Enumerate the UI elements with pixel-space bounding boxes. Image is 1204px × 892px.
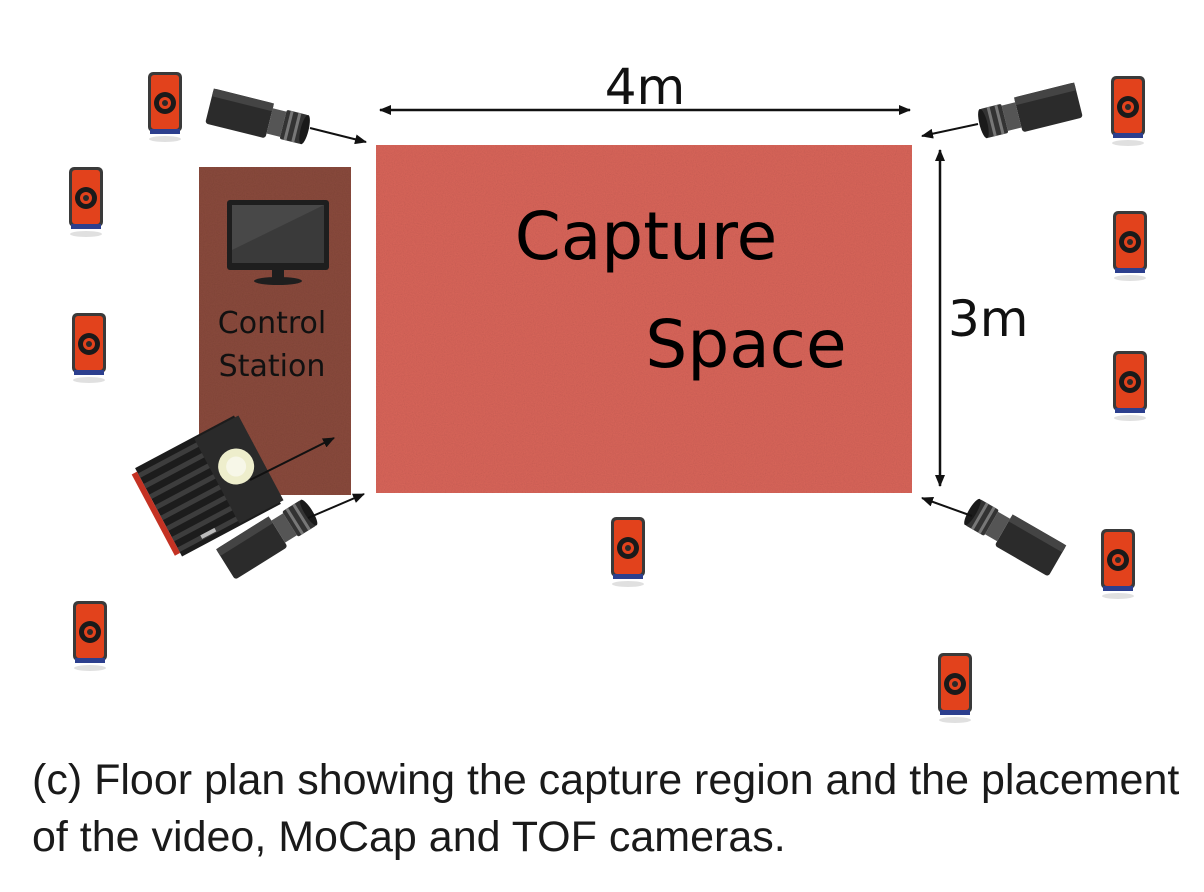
mocap-camera-icon	[1113, 351, 1147, 421]
width-dimension-label: 4m	[605, 58, 686, 116]
capture-space-label-line1: Capture	[515, 198, 777, 275]
mocap-camera-icon	[1111, 76, 1145, 146]
control-station-label-line1: Control	[218, 306, 326, 341]
camera-direction-arrow	[921, 123, 979, 139]
mocap-camera-icon	[1101, 529, 1135, 599]
video-camera-icon	[975, 82, 1083, 143]
mocap-camera-icon	[611, 517, 645, 587]
height-dimension-label: 3m	[948, 290, 1029, 348]
mocap-camera-icon	[148, 72, 182, 142]
mocap-camera-icon	[73, 601, 107, 671]
mocap-camera-icon	[938, 653, 972, 723]
mocap-camera-icon	[1113, 211, 1147, 281]
capture-space-label-line2: Space	[645, 306, 846, 383]
video-camera-icon	[959, 494, 1067, 577]
video-camera-icon	[205, 88, 313, 149]
floor-plan-diagram: 4m 3m Capture Space Control Station	[69, 58, 1147, 723]
tof-direction-arrow	[249, 437, 335, 481]
figure-caption: (c) Floor plan showing the capture regio…	[32, 756, 1180, 861]
mocap-camera-icon	[72, 313, 106, 383]
control-station-label-line2: Station	[219, 349, 326, 384]
tof-camera-icon	[131, 415, 284, 557]
monitor-icon	[227, 200, 329, 285]
camera-direction-arrow	[921, 497, 973, 517]
mocap-camera-icon	[69, 167, 103, 237]
camera-direction-arrow	[307, 493, 365, 519]
capture-space-area	[376, 145, 912, 493]
camera-direction-arrow	[309, 127, 367, 145]
